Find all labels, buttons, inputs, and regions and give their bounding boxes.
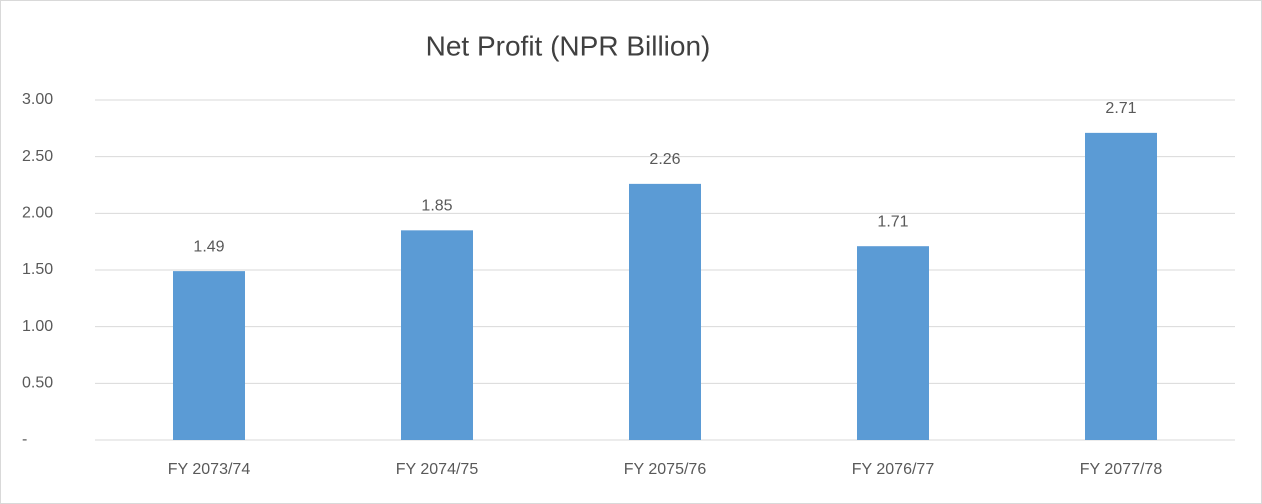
y-tick-label: 2.50 xyxy=(22,148,53,165)
y-tick-label: 1.00 xyxy=(22,318,53,335)
y-tick-label: 2.00 xyxy=(22,205,53,222)
x-tick-label: FY 2076/77 xyxy=(852,461,935,478)
bar xyxy=(857,246,929,440)
x-tick-label: FY 2075/76 xyxy=(624,461,707,478)
data-label: 1.71 xyxy=(877,213,908,230)
data-label: 1.85 xyxy=(421,198,452,215)
chart-title: Net Profit (NPR Billion) xyxy=(426,30,711,61)
bar xyxy=(401,230,473,440)
data-label: 2.71 xyxy=(1105,100,1136,117)
data-label: 1.49 xyxy=(193,238,224,255)
data-label: 2.26 xyxy=(649,151,680,168)
y-tick-label: - xyxy=(22,431,27,448)
bar xyxy=(1085,132,1157,440)
x-tick-label: FY 2073/74 xyxy=(168,461,251,478)
x-tick-label: FY 2077/78 xyxy=(1080,461,1163,478)
y-tick-label: 1.50 xyxy=(22,261,53,278)
bar xyxy=(629,183,701,440)
y-tick-label: 0.50 xyxy=(22,375,53,392)
bar xyxy=(173,271,245,440)
y-tick-label: 3.00 xyxy=(22,91,53,108)
x-tick-label: FY 2074/75 xyxy=(396,461,479,478)
